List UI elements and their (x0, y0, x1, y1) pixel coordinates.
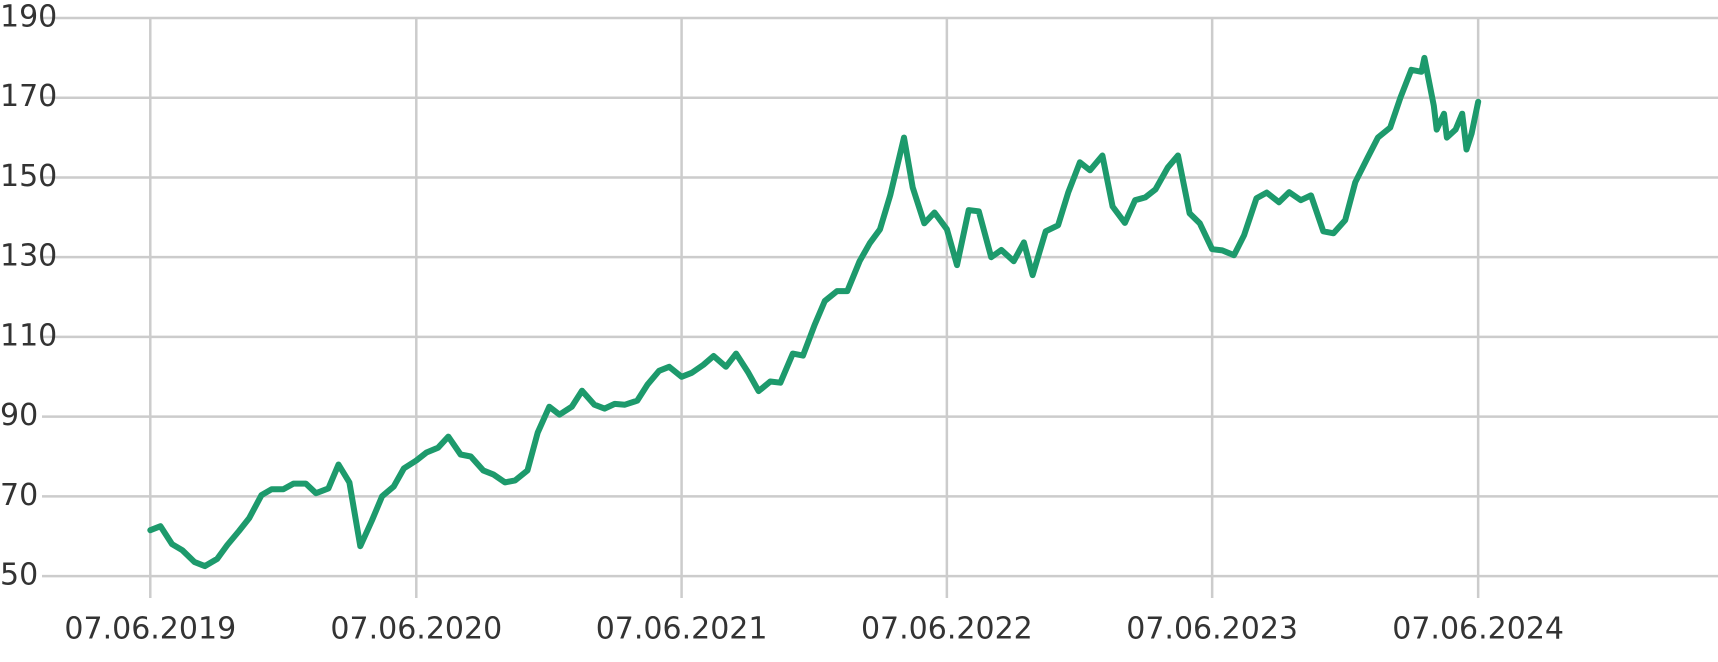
y-tick-label: 130 (0, 239, 57, 274)
data-line (147, 54, 1482, 570)
x-tick-label: 07.06.2023 (1126, 612, 1298, 647)
y-tick-label: 90 (0, 398, 38, 433)
x-tick-label: 07.06.2020 (330, 612, 502, 647)
y-tick-label: 110 (0, 318, 57, 353)
y-tick-label: 170 (0, 79, 57, 114)
x-tick-label: 07.06.2019 (64, 612, 236, 647)
y-tick-label: 70 (0, 478, 38, 513)
x-tick-label: 07.06.2024 (1392, 612, 1564, 647)
x-tick-label: 07.06.2022 (861, 612, 1033, 647)
y-tick-label: 50 (0, 558, 38, 593)
x-tick-label: 07.06.2021 (596, 612, 768, 647)
y-tick-label: 150 (0, 159, 57, 194)
y-tick-label: 190 (0, 0, 57, 35)
